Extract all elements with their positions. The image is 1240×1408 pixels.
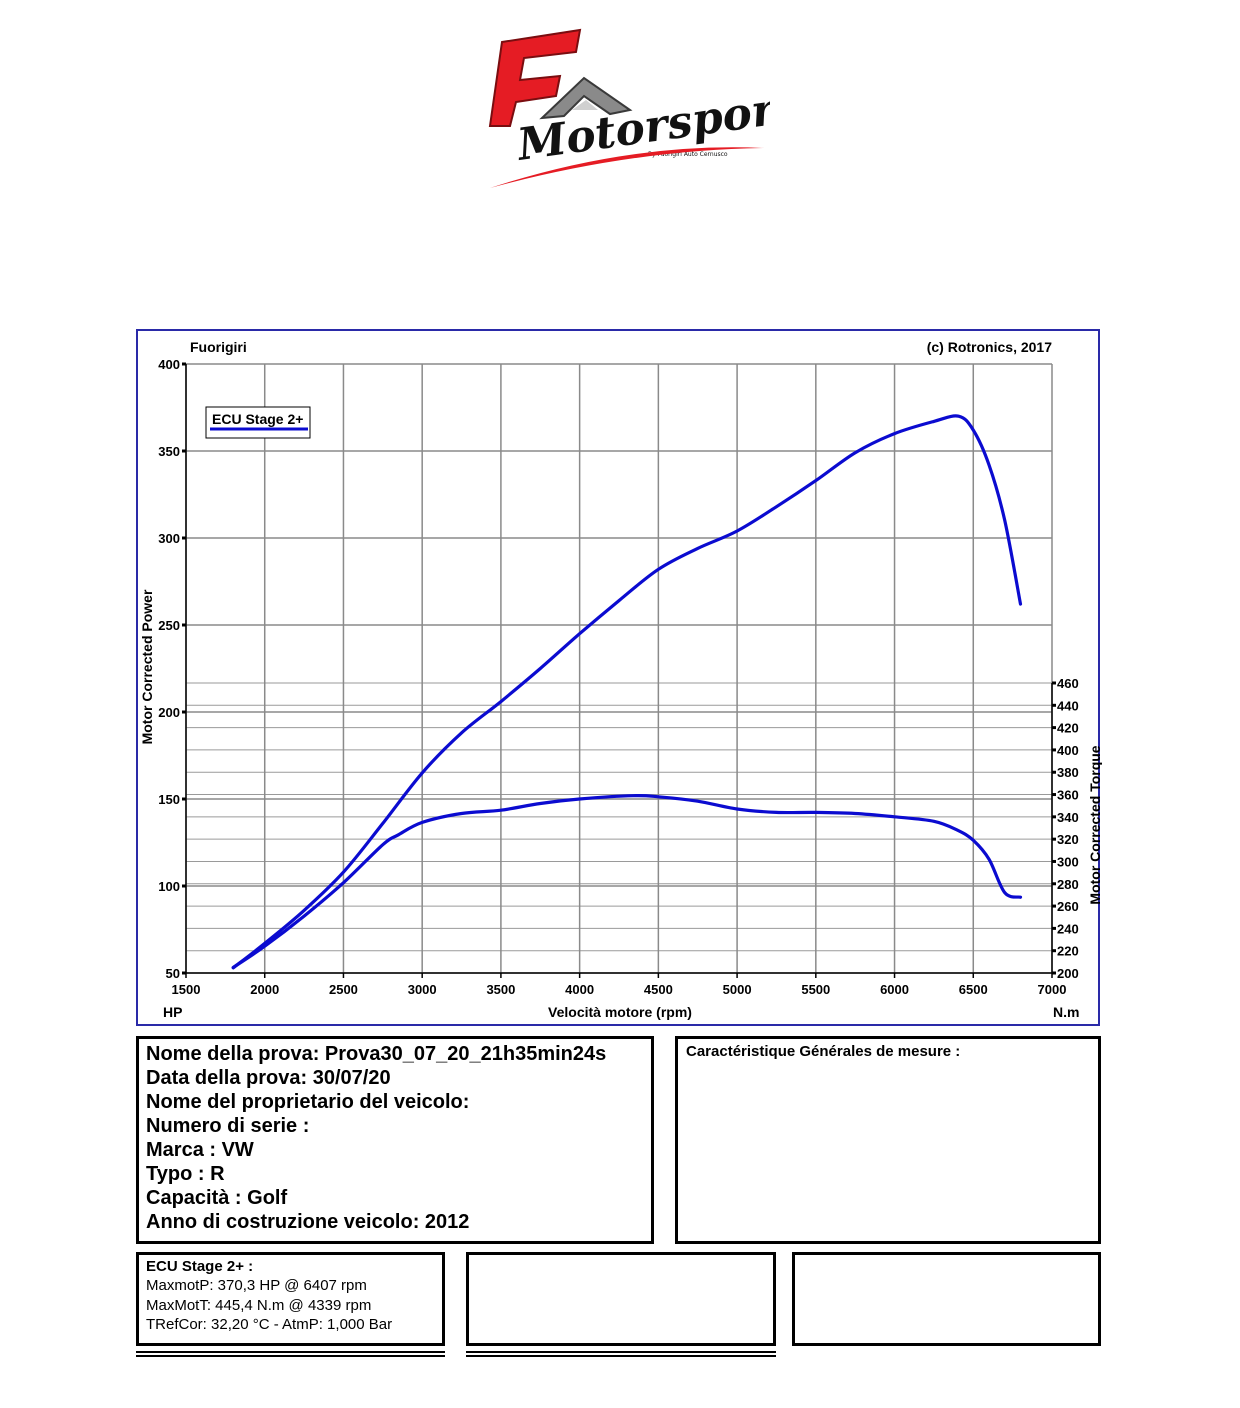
y-left-tick-label: 150 bbox=[158, 792, 180, 807]
characteristics-title: Caractéristique Générales de mesure : bbox=[686, 1043, 961, 1060]
x-unit-left: HP bbox=[163, 1004, 182, 1020]
y-right-tick-label: 200 bbox=[1057, 966, 1079, 981]
legend-box bbox=[205, 406, 311, 439]
test-info-line: Nome della prova: Prova30_07_20_21h35min… bbox=[146, 1043, 607, 1065]
test-info-line: Nome del proprietario del veicolo: bbox=[146, 1091, 470, 1113]
x-tick-label: 2000 bbox=[250, 982, 279, 997]
x-tick-label: 6000 bbox=[880, 982, 909, 997]
y-right-tick-label: 240 bbox=[1057, 921, 1079, 936]
y-left-tick-label: 200 bbox=[158, 705, 180, 720]
legend-label: ECU Stage 2+ bbox=[212, 411, 303, 427]
chart-header-right: (c) Rotronics, 2017 bbox=[927, 339, 1052, 355]
y-right-tick-label: 320 bbox=[1057, 832, 1079, 847]
y-left-tick-label: 350 bbox=[158, 444, 180, 459]
y-right-axis-title: Motor Corrected Torque bbox=[1087, 745, 1102, 904]
x-tick-label: 2500 bbox=[329, 982, 358, 997]
test-info-line: Capacità : Golf bbox=[146, 1187, 288, 1209]
x-tick-label: 3500 bbox=[486, 982, 515, 997]
x-tick-label: 3000 bbox=[408, 982, 437, 997]
summary-line: TRefCor: 32,20 °C - AtmP: 1,000 Bar bbox=[146, 1316, 393, 1333]
empty-box-middle bbox=[466, 1252, 776, 1346]
y-right-tick-label: 380 bbox=[1057, 765, 1079, 780]
test-info-line: Data della prova: 30/07/20 bbox=[146, 1067, 391, 1089]
dyno-chart: Fuorigiri (c) Rotronics, 2017 1500 2000 25… bbox=[139, 339, 1102, 1020]
y-right-tick-label: 420 bbox=[1057, 721, 1079, 736]
y-right-tick-label: 220 bbox=[1057, 944, 1079, 959]
y-left-axis-title: Motor Corrected Power bbox=[139, 589, 155, 744]
dyno-chart-frame: Fuorigiri (c) Rotronics, 2017 1500 2000 25… bbox=[136, 329, 1102, 1026]
characteristics-box: Caractéristique Générales de mesure : bbox=[675, 1036, 1101, 1244]
x-unit-right: N.m bbox=[1053, 1004, 1079, 1020]
summary-box: ECU Stage 2+ : MaxmotP: 370,3 HP @ 6407 … bbox=[136, 1252, 445, 1346]
y-right-tick-label: 400 bbox=[1057, 743, 1079, 758]
y-right-tick-label: 460 bbox=[1057, 676, 1079, 691]
y-left-tick-label: 50 bbox=[166, 966, 180, 981]
x-tick-label: 5500 bbox=[801, 982, 830, 997]
y-left-tick-label: 100 bbox=[158, 879, 180, 894]
x-tick-label: 1500 bbox=[172, 982, 201, 997]
chart-header-left: Fuorigiri bbox=[190, 339, 247, 355]
summary-line: MaxMotT: 445,4 N.m @ 4339 rpm bbox=[146, 1296, 372, 1314]
divider-line-left bbox=[136, 1351, 445, 1357]
x-tick-label: 6500 bbox=[959, 982, 988, 997]
y-right-tick-label: 360 bbox=[1057, 788, 1079, 803]
y-right-tick-label: 440 bbox=[1057, 698, 1079, 713]
y-right-tick-label: 260 bbox=[1057, 899, 1079, 914]
summary-title: ECU Stage 2+ : bbox=[146, 1258, 254, 1275]
test-info-line: Anno di costruzione veicolo: 2012 bbox=[146, 1211, 470, 1233]
y-left-tick-label: 250 bbox=[158, 618, 180, 633]
x-axis-title: Velocità motore (rpm) bbox=[548, 1004, 692, 1020]
empty-box-right bbox=[792, 1252, 1101, 1346]
x-tick-label: 4500 bbox=[644, 982, 673, 997]
x-tick-label: 5000 bbox=[723, 982, 752, 997]
x-tick-label: 7000 bbox=[1038, 982, 1067, 997]
test-info-line: Typo : R bbox=[146, 1163, 225, 1185]
y-right-tick-label: 280 bbox=[1057, 877, 1079, 892]
test-info-box: Nome della prova: Prova30_07_20_21h35min… bbox=[136, 1036, 654, 1244]
y-right-tick-label: 300 bbox=[1057, 854, 1079, 869]
summary-line: MaxmotP: 370,3 HP @ 6407 rpm bbox=[146, 1277, 367, 1294]
fa-motorsport-logo: Motorsport By Fuorigiri Auto Cernusco bbox=[488, 28, 770, 188]
x-tick-label: 4000 bbox=[565, 982, 594, 997]
y-left-tick-label: 400 bbox=[158, 357, 180, 372]
legend: ECU Stage 2+ bbox=[205, 406, 311, 439]
test-info-line: Numero di serie : bbox=[146, 1115, 310, 1137]
svg-text:By Fuorigiri Auto Cernusco: By Fuorigiri Auto Cernusco bbox=[648, 151, 728, 158]
test-info-line: Marca : VW bbox=[146, 1139, 254, 1161]
y-right-tick-label: 340 bbox=[1057, 810, 1079, 825]
torque-curve bbox=[231, 793, 1023, 969]
power-curve bbox=[231, 414, 1023, 970]
y-left-tick-label: 300 bbox=[158, 531, 180, 546]
divider-line-middle bbox=[466, 1351, 776, 1357]
